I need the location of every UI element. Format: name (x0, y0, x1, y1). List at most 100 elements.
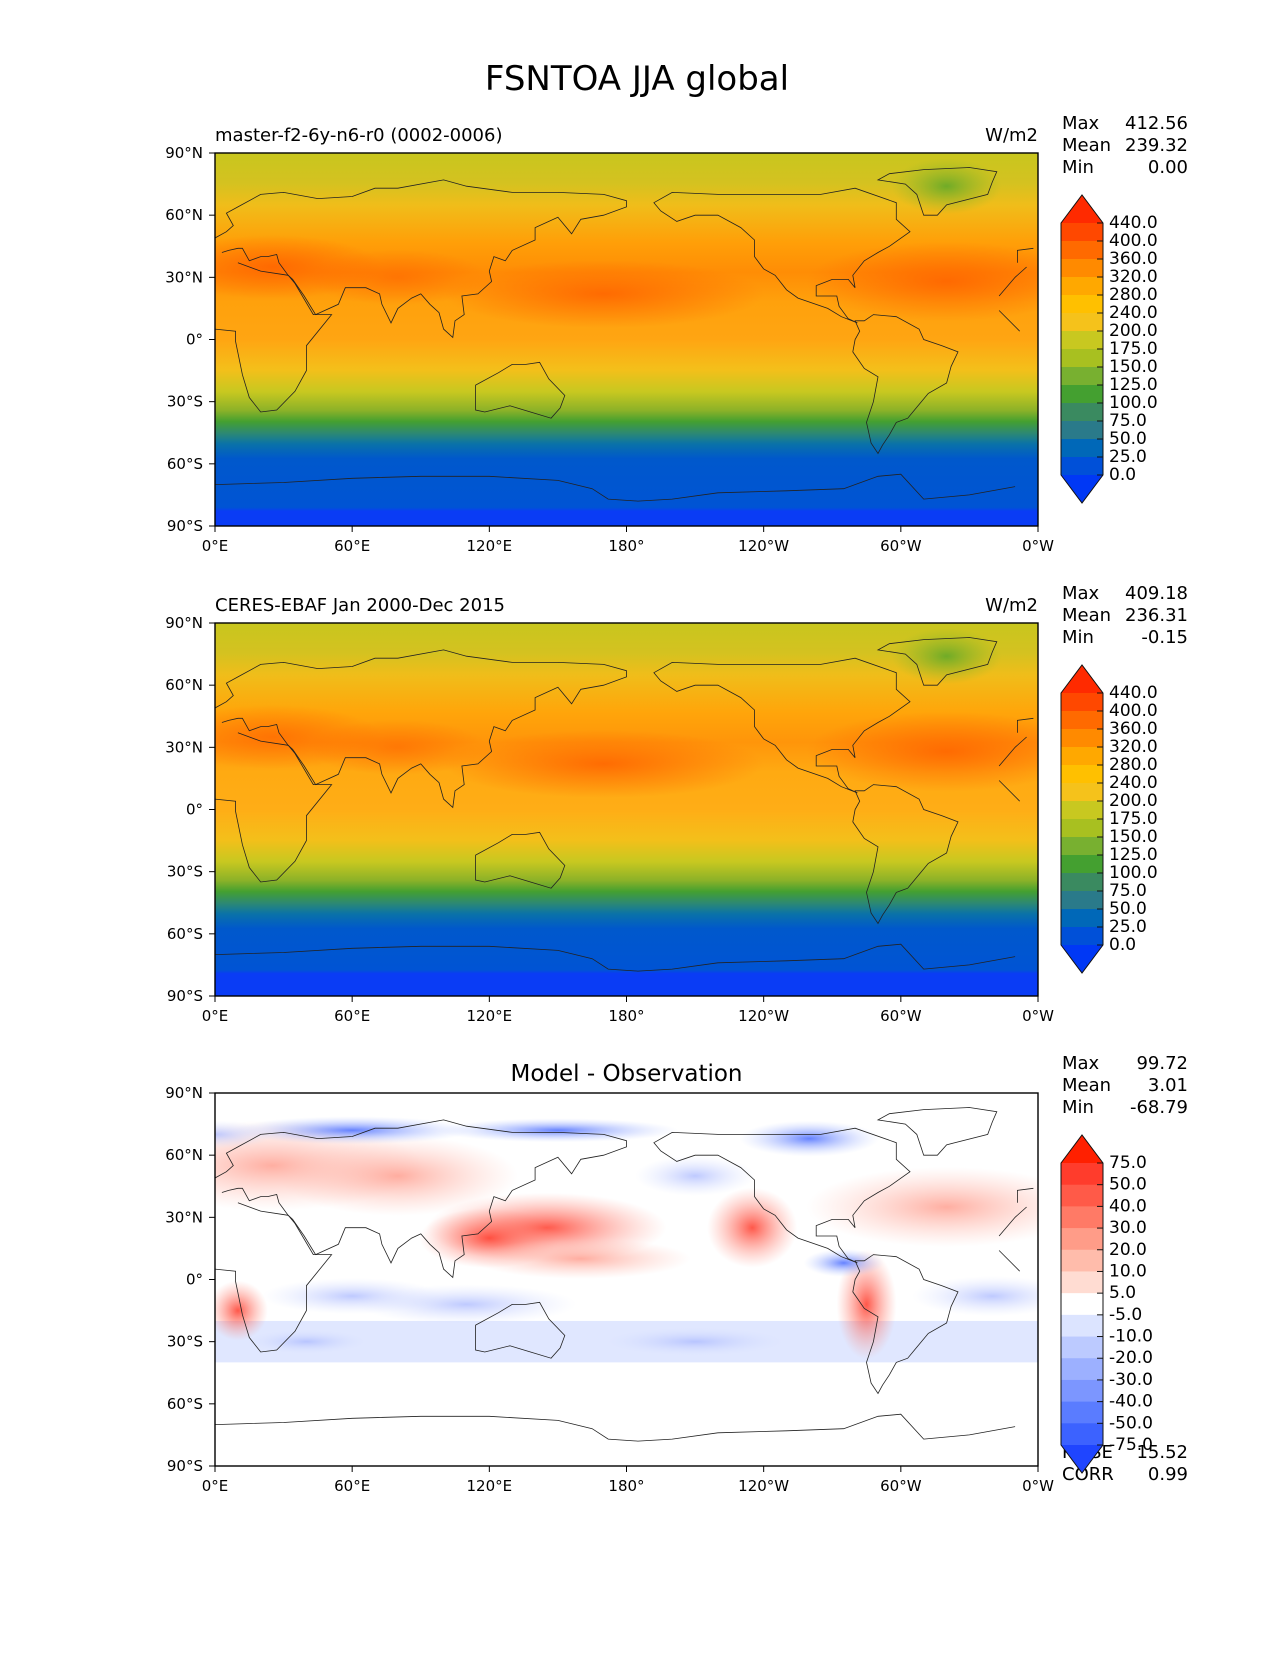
colorbar-tick-label: 280.0 (1109, 285, 1158, 305)
colorbar-tick-label: 175.0 (1109, 339, 1158, 359)
stat-value: 3.01 (1148, 1075, 1188, 1096)
stat-value: 239.32 (1125, 135, 1188, 156)
colorbar-tick-label: 50.0 (1109, 899, 1147, 919)
panel-units: W/m2 (985, 125, 1038, 146)
lon-tick-label: 60°E (334, 1477, 370, 1495)
lon-tick-label: 120°E (467, 537, 513, 555)
stat-label: Min (1062, 1097, 1094, 1118)
colorbar-tick-label: 0.0 (1109, 465, 1136, 485)
lat-tick-label: 60°S (167, 925, 203, 943)
lat-tick-label: 30°S (167, 863, 203, 881)
map-panel-observation: CERES-EBAF Jan 2000-Dec 2015 W/m2 90°N 60°N… (165, 583, 1188, 1025)
stat-value: 409.18 (1125, 583, 1188, 604)
map-panel-difference: Model - Observation 90°N 60°N 30°N 0° 30°S 60°… (165, 1053, 1188, 1495)
map-field (214, 152, 1039, 527)
colorbar-tick-label: -40.0 (1109, 1392, 1153, 1412)
colorbar-tick-label: 150.0 (1109, 357, 1158, 377)
colorbar-tick-label: 150.0 (1109, 827, 1158, 847)
lon-tick-label: 120°E (467, 1007, 513, 1025)
lon-tick-label: 0°E (202, 1477, 229, 1495)
panel-left-title: CERES-EBAF Jan 2000-Dec 2015 (215, 595, 505, 616)
lat-tick-label: 90°N (165, 614, 203, 632)
colorbar-tick-label: 75.0 (1109, 1153, 1147, 1173)
colorbar-tick-label: 50.0 (1109, 429, 1147, 449)
lat-tick-label: 60°S (167, 455, 203, 473)
lat-tick-label: 30°N (165, 268, 203, 286)
stat-label: Min (1062, 157, 1094, 178)
colorbar-tick-label: 200.0 (1109, 321, 1158, 341)
lat-tick-label: 60°N (165, 676, 203, 694)
lat-tick-label: 0° (186, 331, 203, 349)
lon-tick-label: 180° (608, 537, 644, 555)
map-field (214, 622, 1039, 997)
lon-tick-label: 120°E (467, 1477, 513, 1495)
panel-left-title: master-f2-6y-n6-r0 (0002-0006) (215, 125, 502, 146)
stat-label: Max (1062, 113, 1100, 134)
colorbar-tick-label: 25.0 (1109, 447, 1147, 467)
colorbar-tick-label: 240.0 (1109, 303, 1158, 323)
map-field (214, 1092, 1039, 1467)
colorbar-tick-label: 400.0 (1109, 701, 1158, 721)
stat-value: 0.00 (1148, 157, 1188, 178)
colorbar-tick-label: -75.0 (1109, 1435, 1153, 1455)
lat-tick-label: 30°S (167, 393, 203, 411)
panel-units: W/m2 (985, 595, 1038, 616)
lon-tick-label: 120°W (738, 1007, 789, 1025)
map-panel-model: master-f2-6y-n6-r0 (0002-0006) W/m2 90°N 60… (165, 113, 1188, 555)
colorbar-tick-label: -20.0 (1109, 1348, 1153, 1368)
colorbar-tick-label: 20.0 (1109, 1240, 1147, 1260)
lat-tick-label: 30°S (167, 1333, 203, 1351)
stat-label: CORR (1062, 1464, 1114, 1485)
lat-tick-label: 30°N (165, 1208, 203, 1226)
lon-tick-label: 180° (608, 1007, 644, 1025)
stat-value: 412.56 (1125, 113, 1188, 134)
colorbar-tick-label: 440.0 (1109, 213, 1158, 233)
stat-label: Max (1062, 583, 1100, 604)
colorbar-tick-label: 240.0 (1109, 773, 1158, 793)
lat-tick-label: 0° (186, 1271, 203, 1289)
colorbar-tick-label: 25.0 (1109, 917, 1147, 937)
stat-value: -0.15 (1141, 627, 1188, 648)
colorbar-tick-label: 0.0 (1109, 935, 1136, 955)
colorbar-tick-label: 175.0 (1109, 809, 1158, 829)
colorbar-tick-label: 320.0 (1109, 267, 1158, 287)
colorbar-tick-label: 5.0 (1109, 1283, 1136, 1303)
stat-value: 0.99 (1148, 1464, 1188, 1485)
lon-tick-label: 0°W (1022, 1477, 1054, 1495)
stat-label: Mean (1062, 1075, 1111, 1096)
figure-title: FSNTOA JJA global (485, 59, 789, 99)
lon-tick-label: 60°E (334, 1007, 370, 1025)
colorbar-tick-label: -5.0 (1109, 1305, 1142, 1325)
colorbar: 440.0400.0360.0320.0280.0240.0200.0175.0… (1060, 664, 1158, 974)
lon-tick-label: 120°W (738, 1477, 789, 1495)
lon-tick-label: 0°E (202, 1007, 229, 1025)
lat-tick-label: 90°S (167, 517, 203, 535)
colorbar-tick-label: 30.0 (1109, 1218, 1147, 1238)
stat-label: Mean (1062, 135, 1111, 156)
colorbar-tick-label: 100.0 (1109, 393, 1158, 413)
colorbar-tick-label: 320.0 (1109, 737, 1158, 757)
colorbar-tick-label: 200.0 (1109, 791, 1158, 811)
lon-tick-label: 60°W (880, 1477, 922, 1495)
colorbar-tick-label: 400.0 (1109, 231, 1158, 251)
lat-tick-label: 90°S (167, 1457, 203, 1475)
colorbar-tick-label: 50.0 (1109, 1175, 1147, 1195)
colorbar-tick-label: 10.0 (1109, 1261, 1147, 1281)
lat-tick-label: 30°N (165, 738, 203, 756)
lon-tick-label: 0°E (202, 537, 229, 555)
colorbar: 75.050.040.030.020.010.05.0-5.0-10.0-20.… (1060, 1134, 1153, 1474)
colorbar-tick-label: 360.0 (1109, 249, 1158, 269)
panel-center-title: Model - Observation (510, 1061, 742, 1087)
colorbar-tick-label: 440.0 (1109, 683, 1158, 703)
lon-tick-label: 0°W (1022, 1007, 1054, 1025)
lat-tick-label: 60°N (165, 206, 203, 224)
colorbar-tick-label: 40.0 (1109, 1196, 1147, 1216)
stat-label: Mean (1062, 605, 1111, 626)
lat-tick-label: 90°N (165, 144, 203, 162)
colorbar-tick-label: 125.0 (1109, 375, 1158, 395)
lon-tick-label: 180° (608, 1477, 644, 1495)
stat-label: Max (1062, 1053, 1100, 1074)
colorbar: 440.0400.0360.0320.0280.0240.0200.0175.0… (1060, 194, 1158, 504)
colorbar-tick-label: 280.0 (1109, 755, 1158, 775)
